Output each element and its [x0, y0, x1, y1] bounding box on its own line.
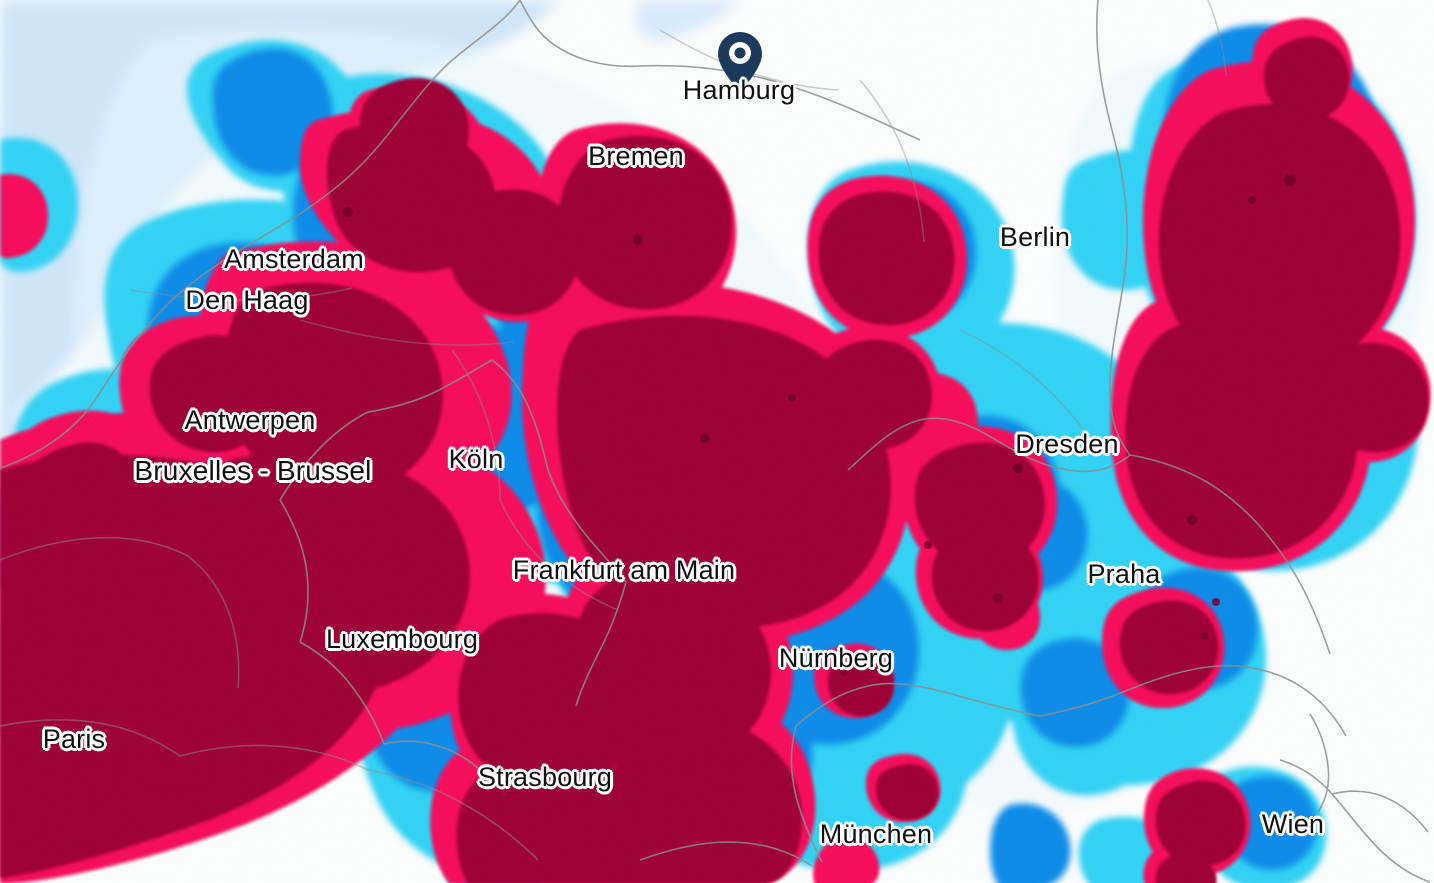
- city-label: Den Haag: [185, 284, 309, 315]
- city-label: Antwerpen: [184, 404, 316, 435]
- city-label: Dresden: [1015, 428, 1119, 459]
- city-label: Köln: [448, 443, 504, 474]
- city-label: Paris: [42, 723, 106, 754]
- city-label: Berlin: [999, 221, 1071, 252]
- location-marker-pin[interactable]: [716, 31, 764, 93]
- city-label: Bruxelles - Brussel: [134, 454, 372, 486]
- map-pin-icon: [718, 32, 762, 92]
- city-label: Wien: [1261, 808, 1325, 839]
- city-label: Strasbourg: [477, 761, 613, 792]
- city-label: Hamburg: [682, 74, 796, 105]
- city-label: Amsterdam: [224, 243, 364, 274]
- city-label: Bremen: [588, 140, 684, 171]
- city-label: Praha: [1087, 558, 1161, 589]
- city-label: München: [819, 818, 933, 849]
- city-label: Nürnberg: [778, 642, 894, 673]
- city-label: Frankfurt am Main: [512, 554, 736, 585]
- city-label: Luxembourg: [325, 623, 479, 654]
